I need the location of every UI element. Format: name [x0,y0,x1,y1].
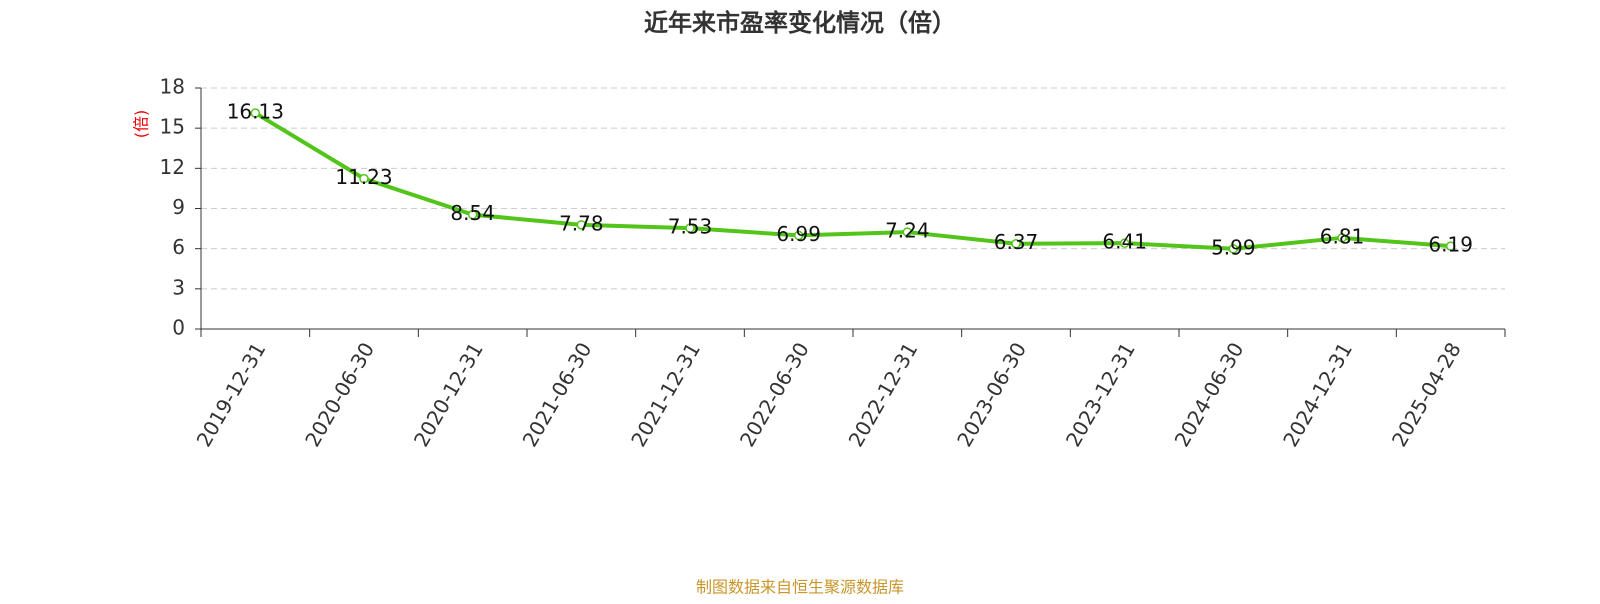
x-tick-label: 2021-12-31 [626,338,705,451]
y-tick-label: 18 [160,75,185,99]
x-tick-label: 2023-06-30 [952,338,1031,451]
y-tick-label: 3 [172,275,185,299]
y-tick-label: 15 [160,115,185,139]
x-tick-label: 2020-06-30 [300,338,379,451]
point [576,220,587,230]
point [1337,233,1347,243]
x-tick-label: 2021-06-30 [518,338,597,451]
point [359,173,369,184]
x-tick-label: 2024-06-30 [1170,338,1249,451]
data-label: 6.41 [1102,230,1147,254]
x-tick-label: 2022-06-30 [735,338,814,451]
x-tick-label: 2022-12-31 [844,338,923,451]
y-tick-label: 6 [172,235,185,259]
point [467,209,478,220]
x-tick-label: 2023-12-31 [1061,338,1140,451]
data-label: 8.54 [450,201,495,225]
data-label: 5.99 [1211,235,1256,259]
chart-title: 近年来市盈率变化情况（倍） [644,9,956,37]
y-tick-label: 9 [172,195,185,219]
point [685,223,695,233]
y-axis-label: (倍) [132,110,151,139]
x-tick-label: 2024-12-31 [1278,338,1357,451]
data-label: 16.13 [227,100,284,124]
x-tick-label: 2020-12-31 [409,338,488,451]
data-label: 7.78 [559,211,604,235]
data-label: 6.99 [776,222,821,246]
point [902,227,913,237]
data-label: 7.24 [885,219,930,243]
point [1119,238,1130,248]
y-tick-label: 0 [172,316,185,340]
x-tick-label: 2019-12-31 [192,338,271,451]
y-tick-label: 12 [160,155,185,179]
line [254,111,1451,251]
data-label: 6.37 [994,230,1039,254]
footer: 制图数据来自恒生聚源数据库 [696,578,904,597]
point [1011,238,1021,249]
point [793,230,804,241]
point [250,108,261,118]
x-tick-label: 2025-04-28 [1387,338,1466,451]
data-label: 6.19 [1428,233,1473,257]
point [1228,244,1239,254]
data-label: 6.81 [1320,224,1365,248]
point [1445,241,1456,251]
data-label: 11.23 [335,165,392,189]
data-label: 7.53 [668,215,713,239]
